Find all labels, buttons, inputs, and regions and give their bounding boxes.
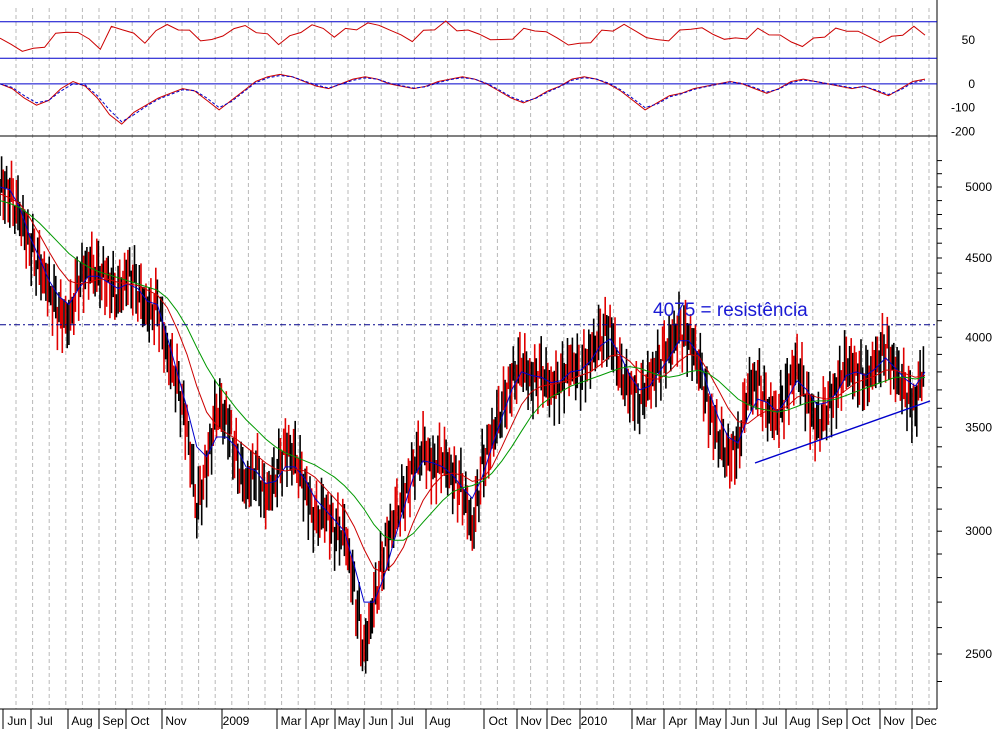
annotation-layer: 4075 = resistência (0, 300, 937, 464)
osc2-tick-label: -100 (951, 101, 975, 115)
resistance-label: 4075 = resistência (653, 300, 808, 321)
osc2-tick-label: -200 (951, 124, 975, 138)
x-tick-label: Mar (636, 714, 657, 728)
x-tick-label: Jul (37, 714, 52, 728)
axis-layer: 50 0 -100 -200 5000 4500 4000 3500 3000 2500 Jun Ju… (2, 33, 992, 729)
price-tick-label: 4500 (965, 251, 992, 265)
x-tick-label: Aug (429, 714, 450, 728)
x-tick-label: Nov (883, 714, 904, 728)
x-tick-label: May (338, 714, 361, 728)
osc2-series-line (0, 73, 926, 125)
price-tick-label: 3500 (965, 420, 992, 434)
price-tick-label: 3000 (965, 524, 992, 538)
x-tick-label: Aug (789, 714, 810, 728)
x-tick-label: Oct (852, 714, 871, 728)
x-tick-label: Oct (489, 714, 508, 728)
grid-layer (15, 8, 930, 709)
osc2-tick-label: 0 (968, 77, 975, 91)
x-tick-label: Jul (398, 714, 413, 728)
x-tick-label: 2009 (223, 714, 250, 728)
x-tick-label: Jul (762, 714, 777, 728)
series-layer (0, 20, 926, 674)
price-tick-label: 4000 (965, 330, 992, 344)
support-trendline (754, 400, 931, 464)
x-tick-label: Apr (311, 714, 330, 728)
x-tick-label: Nov (165, 714, 186, 728)
x-tick-label: May (699, 714, 722, 728)
price-tick-label: 5000 (965, 180, 992, 194)
osc2-series-line (0, 75, 926, 123)
osc1-series-line (0, 20, 926, 52)
x-tick-label: Oct (131, 714, 150, 728)
x-tick-label: Aug (71, 714, 92, 728)
x-tick-label: Jun (7, 714, 26, 728)
x-tick-label: Sep (102, 714, 124, 728)
moving-average-line (0, 193, 926, 574)
price-tick-label: 2500 (965, 647, 992, 661)
x-tick-label: Apr (669, 714, 688, 728)
x-tick-label: Nov (520, 714, 541, 728)
x-tick-label: Jun (368, 714, 387, 728)
moving-average-line (0, 200, 926, 541)
x-tick-label: 2010 (581, 714, 608, 728)
x-tick-label: Sep (821, 714, 843, 728)
x-tick-label: Dec (915, 714, 936, 728)
x-tick-label: Jun (730, 714, 749, 728)
x-tick-label: Mar (281, 714, 302, 728)
x-tick-label: Dec (550, 714, 571, 728)
osc1-tick-label: 50 (962, 33, 976, 47)
